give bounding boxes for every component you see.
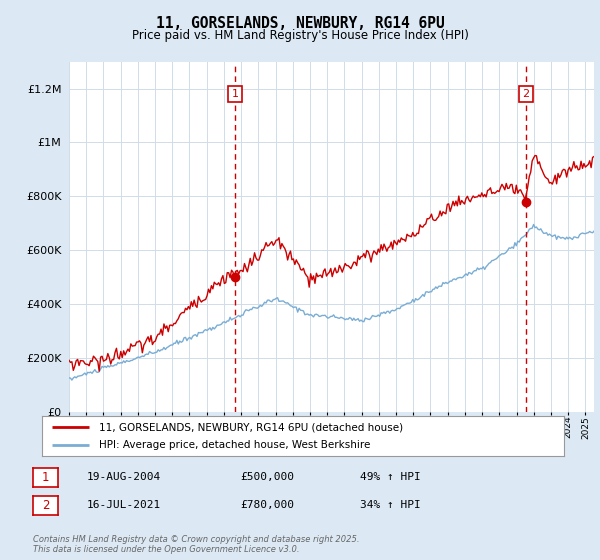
Text: 1: 1 [232,89,238,99]
Text: 2: 2 [42,498,49,512]
Text: 49% ↑ HPI: 49% ↑ HPI [360,472,421,482]
Text: Contains HM Land Registry data © Crown copyright and database right 2025.
This d: Contains HM Land Registry data © Crown c… [33,535,359,554]
Text: Price paid vs. HM Land Registry's House Price Index (HPI): Price paid vs. HM Land Registry's House … [131,29,469,42]
Text: 11, GORSELANDS, NEWBURY, RG14 6PU (detached house): 11, GORSELANDS, NEWBURY, RG14 6PU (detac… [100,422,404,432]
Text: 11, GORSELANDS, NEWBURY, RG14 6PU: 11, GORSELANDS, NEWBURY, RG14 6PU [155,16,445,31]
Text: 1: 1 [42,470,49,484]
Text: £500,000: £500,000 [240,472,294,482]
Text: 19-AUG-2004: 19-AUG-2004 [87,472,161,482]
Text: HPI: Average price, detached house, West Berkshire: HPI: Average price, detached house, West… [100,440,371,450]
Text: 34% ↑ HPI: 34% ↑ HPI [360,500,421,510]
Text: 2: 2 [522,89,529,99]
Text: 16-JUL-2021: 16-JUL-2021 [87,500,161,510]
Text: £780,000: £780,000 [240,500,294,510]
